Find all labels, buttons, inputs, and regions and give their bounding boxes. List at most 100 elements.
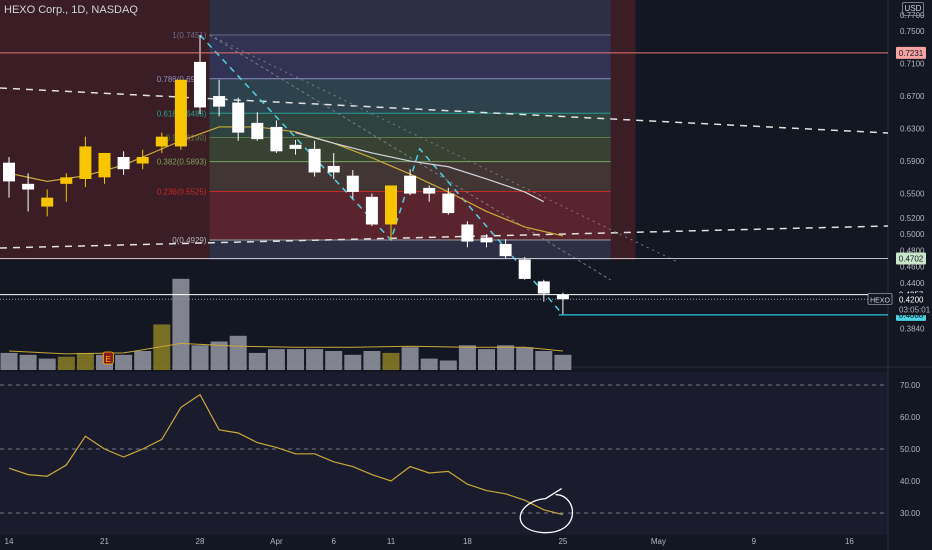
price-tag-label: 0.4008	[899, 311, 924, 320]
candle-body	[60, 177, 73, 184]
candle-body	[556, 294, 569, 300]
symbol-tag	[867, 292, 893, 305]
candle-body	[98, 152, 111, 178]
volume-bar	[344, 354, 362, 370]
price-tick-label: 0.6300	[900, 125, 925, 134]
symbol-tag-label: HEXO	[870, 297, 890, 304]
date-tick-label: 14	[5, 537, 14, 546]
price-tick-label: 0.4400	[900, 279, 925, 288]
candle-body	[461, 224, 474, 242]
fib-level-label: 1(0.7451)	[172, 31, 207, 40]
last-price-label: 0.4200	[899, 295, 924, 304]
fib-level-label: 0.786(0.6912)	[157, 75, 207, 84]
countdown-label: 03:05:01	[899, 305, 931, 314]
volume-bar	[57, 356, 75, 370]
zone-left-shade	[0, 0, 210, 260]
date-tick-label: Apr	[270, 537, 283, 546]
candle-body	[346, 175, 359, 192]
rsi-tick-label: 70.00	[900, 381, 921, 390]
fib-band	[209, 113, 611, 138]
price-tick-label: 0.5900	[900, 157, 925, 166]
price-tick-label: 0.5200	[900, 214, 925, 223]
volume-bar	[535, 351, 553, 370]
volume-bar	[191, 345, 209, 370]
symbol-title[interactable]: HEXO Corp., 1D, NASDAQ	[4, 4, 138, 16]
zigzag-pattern	[199, 34, 564, 316]
rsi-pane	[0, 384, 888, 534]
price-tag	[896, 46, 926, 59]
moving-average-line	[295, 132, 545, 203]
volume-bar	[497, 345, 515, 370]
hand-drawn-circle	[519, 488, 574, 534]
volume-bar	[38, 358, 56, 370]
date-tick-label: 18	[463, 537, 472, 546]
candle-body	[404, 175, 417, 194]
dotted-trendline	[209, 34, 678, 263]
price-tick-label: 0.7500	[900, 27, 925, 36]
candles	[3, 35, 569, 315]
fib-trend-line	[209, 34, 611, 281]
date-tick-label: 25	[558, 537, 567, 546]
price-tag-label: 0.7231	[899, 49, 924, 58]
resistance-trendline	[0, 87, 889, 134]
candle-body	[289, 144, 302, 149]
date-tick-label: May	[651, 537, 666, 546]
volume-bar	[115, 354, 133, 370]
price-tag-label: 0.4702	[899, 254, 924, 263]
candle-body	[365, 196, 378, 225]
candle-body	[423, 187, 436, 194]
candle-body	[327, 165, 340, 173]
trend-lines[interactable]	[0, 34, 889, 316]
candle-body	[385, 185, 397, 225]
candle-body	[251, 122, 264, 140]
volume-bar	[401, 347, 419, 370]
candle-body	[155, 136, 168, 147]
horizontal-levels[interactable]	[0, 52, 888, 316]
candle-body	[194, 61, 206, 108]
volume-bar	[478, 349, 495, 370]
date-tick-label: 9	[752, 537, 757, 546]
fib-level-label: 0(0.4929)	[172, 236, 207, 245]
earnings-marker	[102, 351, 114, 365]
price-tick-label: 0.7100	[900, 60, 925, 69]
fib-band	[209, 78, 611, 114]
price-tick-label: 0.3840	[900, 325, 925, 334]
candle-body	[3, 162, 15, 182]
volume-bar	[172, 278, 190, 370]
candle-body	[518, 259, 531, 279]
candle-body	[480, 237, 493, 243]
volume-bars: E	[0, 278, 572, 370]
rsi-line	[8, 393, 564, 516]
date-tick-label: 11	[387, 537, 396, 546]
candle-body	[136, 157, 149, 164]
date-tick-label: 16	[845, 537, 854, 546]
volume-bar	[382, 352, 400, 370]
rsi-tick-label: 40.00	[900, 477, 921, 486]
fib-level-label: 0.382(0.5893)	[157, 158, 207, 167]
volume-bar	[267, 349, 285, 370]
rsi-pane-background	[0, 372, 888, 535]
candle-body	[442, 193, 455, 214]
candle-body	[79, 146, 92, 179]
price-tag	[896, 252, 926, 265]
candle-body	[499, 243, 512, 257]
price-tick-label: 0.5500	[900, 190, 925, 199]
volume-bar	[153, 324, 171, 370]
candle-body	[174, 79, 187, 147]
date-tick-label: 6	[331, 537, 336, 546]
volume-bar	[248, 352, 266, 370]
volume-bar	[516, 347, 534, 370]
axes: 0.77000.75000.71000.67000.63000.59000.55…	[5, 11, 931, 546]
date-tick-label: 28	[196, 537, 205, 546]
volume-bar	[420, 358, 438, 370]
price-tick-label: 0.6700	[900, 92, 925, 101]
fib-level-label: 0.236(0.5525)	[157, 188, 207, 197]
currency-badge[interactable]: USD	[902, 2, 924, 16]
earnings-icon: E	[106, 355, 111, 364]
volume-bar	[287, 349, 304, 370]
candle-body	[41, 197, 54, 207]
volume-bar	[439, 360, 457, 370]
date-tick-label: 21	[100, 537, 109, 546]
volume-bar	[458, 345, 476, 370]
